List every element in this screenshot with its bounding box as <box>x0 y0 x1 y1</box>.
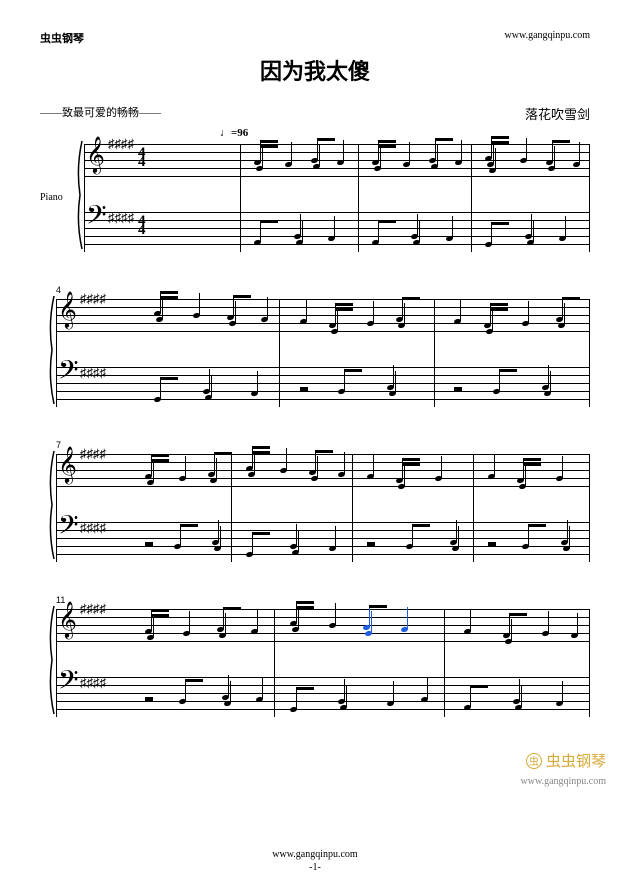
system-3: 𝄞♯♯♯♯𝄢♯♯♯♯7 <box>40 451 590 564</box>
subheader: ——致最可爱的畅畅—— 落花吹雪剑 <box>40 104 590 123</box>
site-name-left: 虫虫钢琴 <box>40 30 84 46</box>
header: 虫虫钢琴 www.gangqinpu.com <box>40 30 590 46</box>
watermark-url: www.gangqinpu.com <box>521 776 606 787</box>
watermark-logo: 虫 虫虫钢琴 <box>526 750 606 771</box>
measure-number: 4 <box>56 285 61 295</box>
system-4: 𝄞♯♯♯♯𝄢♯♯♯♯11 <box>40 606 590 719</box>
measure-number: 11 <box>56 595 65 605</box>
brace-icon <box>46 296 56 409</box>
site-url-right: www.gangqinpu.com <box>505 30 590 41</box>
footer-url: www.gangqinpu.com <box>0 849 630 860</box>
sheet-music-page: 虫虫钢琴 www.gangqinpu.com 因为我太傻 ——致最可爱的畅畅——… <box>0 0 630 891</box>
footer: www.gangqinpu.com -1- <box>0 849 630 873</box>
piece-title: 因为我太傻 <box>40 54 590 86</box>
music-systems: Piano𝄞♯♯♯♯44𝄢♯♯♯♯44 𝄞♯♯♯♯𝄢♯♯♯♯4 𝄞♯♯♯♯𝄢♯♯♯♯… <box>40 141 590 719</box>
brace-icon <box>74 141 84 254</box>
composer: 落花吹雪剑 <box>525 104 590 123</box>
measure-number: 7 <box>56 440 61 450</box>
watermark-text: 虫虫钢琴 <box>546 750 606 771</box>
instrument-label: Piano <box>40 192 74 203</box>
page-number: -1- <box>0 862 630 873</box>
dedication: ——致最可爱的畅畅—— <box>40 104 161 123</box>
brace-icon <box>46 606 56 719</box>
tempo-marking: ♩=96 <box>220 127 590 139</box>
system-1: Piano𝄞♯♯♯♯44𝄢♯♯♯♯44 <box>40 141 590 254</box>
bug-icon: 虫 <box>526 753 542 769</box>
system-2: 𝄞♯♯♯♯𝄢♯♯♯♯4 <box>40 296 590 409</box>
brace-icon <box>46 451 56 564</box>
